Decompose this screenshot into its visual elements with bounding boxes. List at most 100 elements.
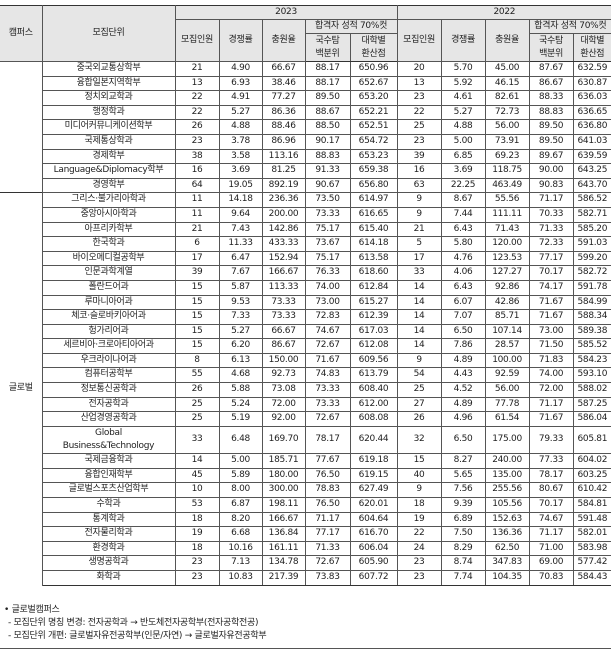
quota-2023-cell: 25 [174, 411, 220, 427]
table-row: 산업경영공학과 25 5.19 92.00 72.67 608.08 26 4.96 61.54… [0, 411, 612, 427]
converted-score-2023-cell: 619.18 [349, 453, 398, 469]
competition-2022-cell: 7.74 [440, 570, 486, 586]
competition-2023-cell: 14.18 [218, 192, 263, 208]
percentile-2022-cell: 89.50 [528, 119, 574, 135]
fill-rate-2023-cell: 92.73 [261, 367, 306, 384]
divider [0, 648, 611, 649]
competition-2022-cell: 9.39 [440, 497, 486, 513]
unit-name-cell: 전자공학과 [41, 396, 176, 413]
unit-name-cell: 아프리카학부 [41, 221, 176, 238]
competition-2023-cell: 3.78 [218, 133, 263, 150]
fill-rate-2022-cell: 42.86 [484, 294, 530, 311]
percentile-2023-cell: 73.33 [304, 206, 351, 223]
percentile-2023-cell: 71.33 [304, 540, 351, 557]
fill-rate-2023-cell: 73.33 [261, 309, 306, 325]
fill-rate-2022-cell: 347.83 [484, 555, 530, 571]
fill-rate-2022-cell: 152.63 [484, 511, 530, 528]
fill-rate-2022-cell: 107.14 [484, 323, 530, 340]
fill-rate-2023-cell: 217.39 [261, 570, 306, 586]
percentile-2022-cell: 74.67 [528, 511, 574, 528]
unit-name-cell: 미디어커뮤니케이션학부 [41, 119, 176, 135]
table-row: 글로벌 그리스·불가리아학과 11 14.18 236.36 73.50 614.97 9 8.… [0, 192, 612, 586]
competition-2023-cell: 7.33 [218, 309, 263, 325]
quota-2022-cell: 21 [396, 221, 442, 238]
converted-score-2022-cell: 636.03 [572, 90, 612, 106]
converted-score-2022-cell: 587.25 [572, 396, 612, 413]
table-row: 경제학부 38 3.58 113.16 88.83 653.23 39 6.85 69.23 89… [0, 148, 612, 165]
header-fill-rate: 충원율 [484, 19, 530, 62]
competition-2023-cell: 4.90 [218, 61, 263, 77]
converted-score-2023-cell: 619.15 [349, 467, 398, 484]
converted-score-2022-cell: 586.52 [572, 192, 612, 208]
competition-2022-cell: 3.69 [440, 163, 486, 179]
competition-2022-cell: 7.44 [440, 206, 486, 223]
quota-2022-cell: 39 [396, 148, 442, 165]
table-row: 바이오메디컬공학부 17 6.47 152.94 75.17 613.58 17 4.76 12… [0, 250, 612, 267]
fill-rate-2022-cell: 46.15 [484, 75, 530, 92]
competition-2023-cell: 7.13 [218, 555, 263, 571]
unit-name-cell: 국제통상학과 [41, 133, 176, 150]
competition-2023-cell: 10.83 [218, 570, 263, 586]
quota-2023-cell: 11 [174, 206, 220, 223]
fill-rate-2022-cell: 28.57 [484, 338, 530, 354]
percentile-2023-cell: 76.33 [304, 265, 351, 281]
quota-2023-cell: 15 [174, 279, 220, 296]
fill-rate-2022-cell: 123.53 [484, 250, 530, 267]
competition-2023-cell: 5.89 [218, 467, 263, 484]
fill-rate-2023-cell: 86.96 [261, 133, 306, 150]
percentile-2023-cell: 71.67 [304, 352, 351, 369]
converted-score-2022-cell: 585.52 [572, 338, 612, 354]
converted-score-2023-cell: 613.79 [349, 367, 398, 384]
table-row: 전자공학과 25 5.24 72.00 73.33 612.00 27 4.89 77.78 71… [0, 396, 612, 413]
quota-2023-cell: 23 [174, 133, 220, 150]
converted-score-2022-cell: 577.42 [572, 555, 612, 571]
table-row: 정치외교학과 22 4.91 77.27 89.50 653.20 23 4.61 82.61 8… [0, 90, 612, 106]
percentile-2023-cell: 78.17 [304, 425, 351, 455]
fill-rate-2022-cell: 73.91 [484, 133, 530, 150]
converted-score-2022-cell: 643.70 [572, 177, 612, 194]
fill-rate-2022-cell: 120.00 [484, 236, 530, 252]
converted-score-2023-cell: 653.20 [349, 90, 398, 106]
quota-2022-cell: 14 [396, 294, 442, 311]
competition-2022-cell: 4.61 [440, 90, 486, 106]
competition-2022-cell: 22.25 [440, 177, 486, 194]
percentile-2023-cell: 73.50 [304, 192, 351, 208]
percentile-2022-cell: 88.33 [528, 90, 574, 106]
unit-name-cell: 국제금융학과 [41, 453, 176, 469]
table-row: 체코·슬로바키아어과 15 7.33 73.33 72.83 612.39 14 7.07 85… [0, 309, 612, 325]
table-body: 중국외교통상학부 21 4.90 66.67 88.17 650.96 20 5.70 45.0… [0, 60, 612, 586]
competition-2023-cell: 3.69 [218, 163, 263, 179]
converted-score-2023-cell: 650.96 [349, 61, 398, 77]
table-row: 글로벌스포츠산업학부 10 8.00 300.00 78.83 627.49 9 7.56 25… [0, 482, 612, 499]
fill-rate-2023-cell: 73.33 [261, 294, 306, 311]
fill-rate-2023-cell: 38.46 [261, 75, 306, 92]
quota-2022-cell: 26 [396, 411, 442, 427]
quota-2022-cell: 5 [396, 236, 442, 252]
percentile-2022-cell: 71.50 [528, 338, 574, 354]
percentile-2023-cell: 77.17 [304, 526, 351, 542]
percentile-2023-cell: 72.67 [304, 555, 351, 571]
converted-score-2023-cell: 613.58 [349, 250, 398, 267]
converted-score-2023-cell: 617.03 [349, 323, 398, 340]
table-row: 경영학부 64 19.05 892.19 90.67 656.80 63 22.25 463.4… [0, 177, 612, 194]
converted-score-2023-cell: 654.72 [349, 133, 398, 150]
fill-rate-2023-cell: 86.36 [261, 104, 306, 121]
percentile-2022-cell: 71.67 [528, 411, 574, 427]
competition-2023-cell: 4.68 [218, 367, 263, 384]
percentile-2023-cell: 75.17 [304, 221, 351, 238]
competition-2023-cell: 6.48 [218, 425, 263, 455]
competition-2023-cell: 9.64 [218, 206, 263, 223]
table-row: 한국학과 6 11.33 433.33 73.67 614.18 5 5.80 120.00 72… [0, 236, 612, 252]
percentile-2022-cell: 70.17 [528, 265, 574, 281]
quota-2023-cell: 22 [174, 104, 220, 121]
fill-rate-2022-cell: 175.00 [484, 425, 530, 455]
fill-rate-2022-cell: 71.43 [484, 221, 530, 238]
converted-score-2023-cell: 652.21 [349, 104, 398, 121]
competition-2023-cell: 9.53 [218, 294, 263, 311]
unit-name-cell: Language&Diplomacy학부 [41, 163, 176, 179]
competition-2022-cell: 4.96 [440, 411, 486, 427]
converted-score-2022-cell: 636.65 [572, 104, 612, 121]
fill-rate-2022-cell: 135.00 [484, 467, 530, 484]
quota-2023-cell: 15 [174, 309, 220, 325]
table-row: 행정학과 22 5.27 86.36 88.67 652.21 22 5.27 72.73 88.… [0, 104, 612, 121]
